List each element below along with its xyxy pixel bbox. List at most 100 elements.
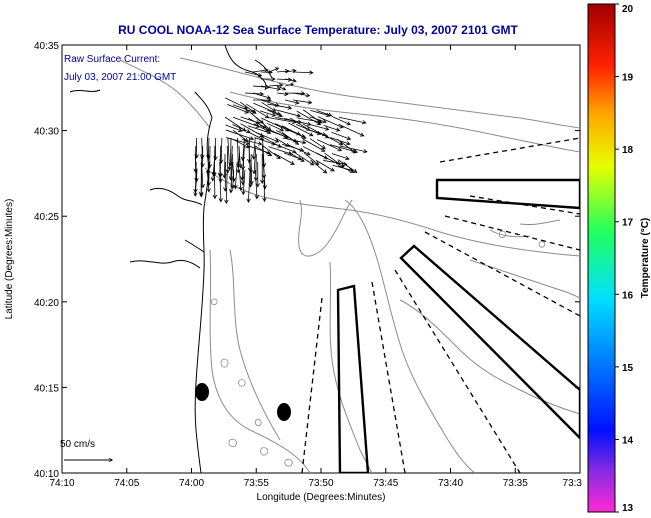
colorbar-tick-label: 18 xyxy=(622,145,634,156)
x-tick-label: 74:05 xyxy=(114,478,139,489)
x-tick-label: 74:10 xyxy=(49,478,74,489)
current-vector xyxy=(261,101,277,112)
current-vector xyxy=(212,169,218,200)
colorbar-tick-label: 15 xyxy=(622,363,634,374)
x-tick-label: 73:50 xyxy=(308,478,333,489)
nearshore-contours xyxy=(210,230,546,467)
current-vector xyxy=(253,123,270,132)
survey-box-south xyxy=(336,284,370,473)
current-vector xyxy=(225,145,230,174)
colorbar-label: Temperature (°C) xyxy=(640,218,651,299)
current-vector xyxy=(227,103,250,114)
current-vector xyxy=(292,70,314,75)
current-vector xyxy=(331,131,352,141)
current-vector xyxy=(309,138,326,150)
current-vector xyxy=(267,109,283,118)
current-vector xyxy=(267,123,285,132)
y-tick-label: 40:20 xyxy=(34,298,59,309)
current-vector xyxy=(232,129,249,143)
current-vector xyxy=(241,169,246,196)
current-vector xyxy=(239,101,257,114)
current-vector xyxy=(288,152,305,162)
current-vector xyxy=(268,83,284,88)
current-vector xyxy=(240,123,265,137)
current-vector xyxy=(260,99,280,107)
current-vector xyxy=(338,116,367,125)
site-marker-east xyxy=(277,403,291,421)
survey-boxes xyxy=(336,178,580,473)
current-vector xyxy=(259,110,277,117)
x-tick-label: 73:35 xyxy=(503,478,528,489)
current-vector xyxy=(316,110,333,117)
current-vector xyxy=(339,145,368,154)
x-tick-label: 73:3 xyxy=(563,478,583,489)
current-vector xyxy=(246,109,264,124)
current-vector xyxy=(338,123,365,137)
y-tick-label: 40:35 xyxy=(34,41,59,52)
current-vector xyxy=(337,165,355,174)
current-vector xyxy=(331,153,350,161)
colorbar-tick-label: 14 xyxy=(622,435,634,446)
current-vector xyxy=(309,124,330,131)
site-marker-west xyxy=(195,383,209,401)
x-axis-label: Longitude (Degrees:Minutes) xyxy=(257,492,386,503)
coastline xyxy=(69,45,273,473)
current-vector xyxy=(193,169,198,197)
scale-label: 50 cm/s xyxy=(60,439,95,450)
current-vector xyxy=(273,153,295,165)
current-vector xyxy=(238,169,243,192)
current-vector xyxy=(254,169,259,200)
current-vector xyxy=(254,145,273,157)
plot-area xyxy=(61,44,581,474)
survey-box-southeast xyxy=(399,244,580,440)
current-vector xyxy=(262,169,267,203)
current-vector xyxy=(260,76,276,82)
current-vector xyxy=(276,69,290,74)
current-vector xyxy=(255,161,260,188)
colorbar-tick-label: 16 xyxy=(622,290,634,301)
x-tick-label: 74:00 xyxy=(179,478,204,489)
y-axis-label: Latitude (Degrees:Minutes) xyxy=(4,199,15,320)
current-vector xyxy=(267,103,293,110)
current-vector xyxy=(228,161,234,194)
current-vector xyxy=(281,132,300,145)
current-vector xyxy=(284,82,295,87)
current-vector xyxy=(323,160,348,167)
current-vector xyxy=(238,145,243,169)
current-vector xyxy=(331,115,351,126)
current-vector xyxy=(295,152,315,166)
y-tick-label: 40:30 xyxy=(34,127,59,138)
annotation-line1: Raw Surface Current: xyxy=(64,54,160,65)
survey-box-east xyxy=(435,178,580,210)
current-vector xyxy=(309,116,327,124)
colorbar-ticks: 13 14 15 16 17 18 19 20 xyxy=(615,3,634,514)
current-vector xyxy=(233,161,238,190)
current-vector xyxy=(282,137,307,145)
y-tick-label: 40:25 xyxy=(34,212,59,223)
current-vector xyxy=(276,85,287,91)
current-vector xyxy=(240,161,245,181)
current-vector xyxy=(287,129,306,138)
annotation-line2: July 03, 2007 21:00 GMT xyxy=(64,72,176,83)
current-vector xyxy=(310,159,328,174)
current-vector xyxy=(244,71,263,78)
current-vector xyxy=(255,132,280,143)
chart-title: RU COOL NOAA-12 Sea Surface Temperature:… xyxy=(118,23,518,37)
current-vector xyxy=(260,85,282,91)
current-vector xyxy=(315,160,335,172)
y-tick-label: 40:15 xyxy=(34,383,59,394)
colorbar xyxy=(587,3,616,513)
current-vector xyxy=(218,169,223,203)
current-vector xyxy=(292,99,313,105)
current-vector xyxy=(261,137,267,168)
x-tick-label: 73:55 xyxy=(244,478,269,489)
current-vector xyxy=(226,137,251,146)
x-tick-label: 73:40 xyxy=(438,478,463,489)
current-vector xyxy=(224,169,229,205)
current-vector xyxy=(249,161,254,186)
current-vector xyxy=(323,125,341,132)
x-axis: 74:10 74:05 74:00 73:55 73:50 73:45 73:40 73:35… xyxy=(49,45,582,489)
current-vector xyxy=(317,139,343,152)
x-tick-label: 73:45 xyxy=(373,478,398,489)
